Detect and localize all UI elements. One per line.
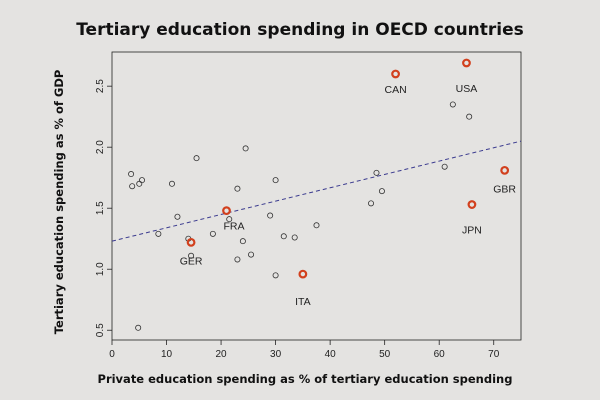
data-point [368, 200, 375, 207]
data-point [138, 177, 145, 184]
highlighted-point-usa [462, 58, 471, 68]
data-point [234, 256, 241, 263]
plot-frame [111, 51, 522, 341]
highlighted-point-gbr [500, 165, 510, 175]
data-point [373, 169, 380, 176]
y-tick-label: 1.0 [95, 262, 106, 276]
y-tick-label: 0.5 [95, 323, 106, 337]
data-point [168, 180, 175, 187]
x-tick-label: 60 [434, 349, 446, 360]
data-point [280, 233, 287, 240]
highlighted-point-fra [222, 206, 231, 216]
data-point [239, 238, 246, 245]
highlighted-point-ger [186, 237, 196, 247]
data-point [378, 188, 385, 195]
data-point [128, 171, 135, 178]
data-point [272, 272, 279, 279]
axis-ticks: 0 10 20 30 40 50 60 70 0.5 1.0 1.5 2.0 2.5 [95, 79, 500, 360]
data-points [128, 58, 510, 331]
data-point [135, 324, 142, 331]
highlighted-point-jpn [467, 200, 477, 209]
x-tick-label: 30 [270, 349, 282, 360]
data-point [267, 212, 274, 219]
data-point [155, 230, 162, 237]
y-tick-label: 2.0 [95, 140, 106, 154]
data-point [188, 252, 195, 259]
data-point [449, 101, 456, 108]
data-point [129, 183, 136, 190]
country-label-can: CAN [384, 84, 406, 96]
data-point [209, 230, 216, 237]
country-label-ger: GER [180, 255, 203, 267]
x-tick-label: 50 [379, 349, 391, 360]
data-point [313, 222, 320, 229]
data-point [272, 177, 279, 184]
country-labels: CAN USA GBR JPN FRA GER ITA [180, 83, 517, 308]
y-tick-label: 1.5 [95, 201, 106, 215]
x-tick-label: 0 [109, 349, 115, 360]
trend-line-group [111, 140, 522, 242]
x-axis-label: Private education spending as % of terti… [98, 372, 513, 386]
country-label-ita: ITA [295, 296, 311, 308]
x-tick-label: 70 [488, 349, 500, 360]
data-point [242, 145, 249, 152]
trend-line [111, 140, 522, 242]
country-label-jpn: JPN [462, 225, 482, 237]
data-point [466, 113, 473, 120]
data-point [136, 180, 143, 187]
data-point [291, 234, 298, 241]
x-tick-label: 10 [161, 349, 173, 360]
country-label-fra: FRA [224, 221, 245, 233]
y-axis-label: Tertiary education spending as % of GDP [52, 70, 66, 335]
data-point [226, 216, 233, 223]
data-point [234, 185, 241, 192]
data-point [248, 251, 255, 258]
highlighted-point-can [391, 69, 400, 79]
country-label-gbr: GBR [493, 183, 516, 195]
data-point [193, 155, 200, 162]
country-label-usa: USA [456, 83, 478, 95]
data-point [174, 213, 181, 220]
x-tick-label: 20 [216, 349, 228, 360]
x-tick-label: 40 [325, 349, 337, 360]
y-tick-label: 2.5 [95, 79, 106, 93]
highlighted-point-ita [298, 269, 308, 279]
chart-title: Tertiary education spending in OECD coun… [76, 20, 524, 40]
data-point [441, 163, 448, 170]
